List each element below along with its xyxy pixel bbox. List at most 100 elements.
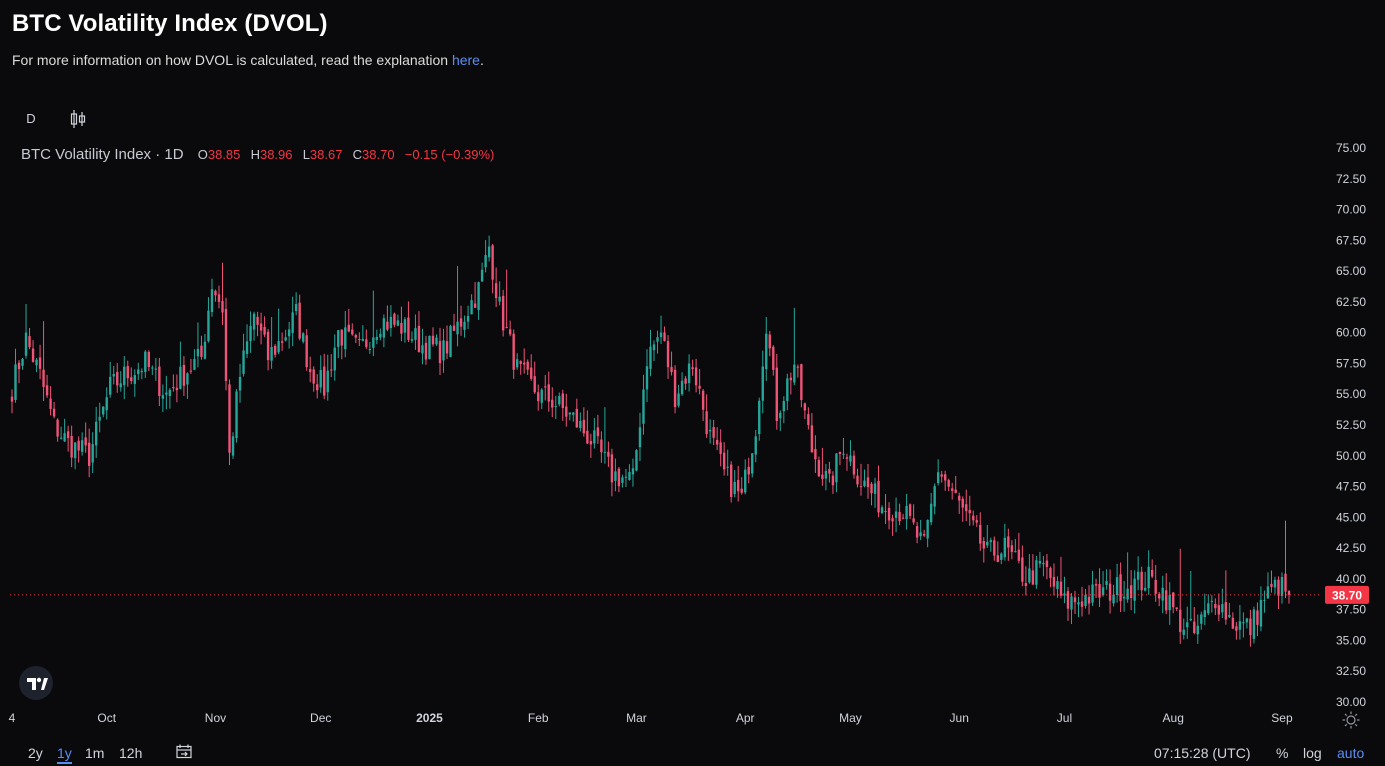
candle-body bbox=[687, 363, 691, 384]
candle-body bbox=[1021, 557, 1024, 582]
candle-body bbox=[908, 504, 912, 516]
candle-body bbox=[42, 369, 45, 387]
candle-body bbox=[652, 344, 656, 351]
explanation-link[interactable]: here bbox=[451, 52, 480, 68]
candle-body bbox=[473, 303, 477, 308]
candle-body bbox=[73, 442, 77, 459]
candle-body bbox=[249, 325, 252, 342]
candle-body bbox=[340, 329, 343, 346]
candle-body bbox=[28, 336, 31, 348]
range-1m-button[interactable]: 1m bbox=[85, 745, 105, 761]
candle-body bbox=[1066, 591, 1070, 609]
candle-body bbox=[112, 373, 115, 377]
candle-body bbox=[116, 372, 119, 386]
candle-body bbox=[1084, 594, 1087, 607]
candle-body bbox=[537, 392, 540, 402]
candle-body bbox=[993, 540, 996, 556]
y-tick-label: 75.00 bbox=[1336, 141, 1366, 155]
candle-body bbox=[1165, 590, 1168, 611]
legend-high: 38.96 bbox=[259, 147, 293, 162]
candle-body bbox=[445, 341, 449, 354]
candle-body bbox=[722, 452, 726, 470]
candle-body bbox=[793, 364, 796, 383]
candle-body bbox=[642, 389, 645, 424]
candle-body bbox=[80, 440, 84, 452]
candle-body bbox=[726, 466, 729, 468]
candle-body bbox=[273, 345, 277, 355]
clock-time[interactable]: 07:15:28 (UTC) bbox=[1154, 745, 1251, 761]
candle-body bbox=[575, 408, 579, 428]
candle-body bbox=[298, 302, 301, 339]
range-2y-button[interactable]: 2y bbox=[28, 745, 43, 761]
candle-body bbox=[968, 510, 971, 514]
candle-body bbox=[1045, 560, 1049, 568]
last-price-label: 38.70 bbox=[1332, 588, 1362, 602]
candle-body bbox=[863, 480, 866, 487]
candle-body bbox=[1077, 602, 1080, 605]
candle-body bbox=[891, 518, 894, 522]
x-tick-label: 4 bbox=[9, 711, 16, 725]
candle-body bbox=[800, 364, 803, 401]
y-tick-label: 67.50 bbox=[1336, 233, 1366, 247]
candle-body bbox=[1203, 610, 1207, 618]
candle-body bbox=[456, 321, 459, 335]
candle-body bbox=[140, 371, 144, 373]
candle-body bbox=[484, 255, 487, 268]
candle-body bbox=[17, 362, 21, 370]
candle-body bbox=[428, 335, 431, 360]
candle-body bbox=[866, 477, 870, 488]
candle-body bbox=[351, 329, 354, 335]
tradingview-logo-icon[interactable] bbox=[19, 666, 53, 700]
price-chart[interactable]: 75.00 72.50 70.00 67.50 65.00 62.50 60.00 57.50… bbox=[0, 0, 1385, 740]
candle-body bbox=[603, 451, 607, 453]
candle-body bbox=[768, 334, 771, 349]
candle-body bbox=[1052, 576, 1056, 587]
candle-body bbox=[284, 337, 287, 341]
legend-h-label: H bbox=[250, 147, 260, 162]
candle-body bbox=[519, 361, 522, 364]
interval-button[interactable]: D bbox=[26, 111, 36, 126]
candle-body bbox=[540, 389, 543, 403]
candle-body bbox=[775, 367, 778, 422]
candle-body bbox=[1049, 568, 1052, 578]
candle-body bbox=[940, 474, 943, 477]
theme-toggle-icon[interactable] bbox=[1342, 711, 1360, 729]
candle-body bbox=[1259, 599, 1263, 627]
candle-body bbox=[1284, 573, 1287, 592]
log-scale-button[interactable]: log bbox=[1303, 745, 1322, 761]
candle-body bbox=[1129, 585, 1133, 599]
candle-body bbox=[915, 525, 919, 538]
candle-body bbox=[712, 427, 715, 438]
auto-scale-button[interactable]: auto bbox=[1337, 745, 1365, 761]
candle-body bbox=[631, 468, 635, 475]
y-tick-label: 62.50 bbox=[1336, 295, 1366, 309]
y-tick-label: 65.00 bbox=[1336, 264, 1366, 278]
candle-body bbox=[94, 421, 98, 446]
candle-body bbox=[70, 435, 73, 458]
legend-change: −0.15 (−0.39%) bbox=[404, 147, 495, 162]
candle-body bbox=[1154, 579, 1157, 594]
candle-body bbox=[1091, 584, 1094, 603]
candle-body bbox=[217, 294, 221, 302]
range-12h-button[interactable]: 12h bbox=[119, 745, 143, 761]
range-1y-button[interactable]: 1y bbox=[57, 745, 72, 764]
candle-body bbox=[470, 300, 473, 315]
goto-date-icon[interactable] bbox=[175, 744, 193, 760]
candle-body bbox=[786, 378, 789, 401]
candle-body bbox=[1024, 583, 1028, 586]
legend-symbol[interactable]: BTC Volatility Index · 1D bbox=[21, 146, 184, 163]
candlestick-icon[interactable] bbox=[68, 108, 88, 130]
candle-body bbox=[270, 347, 273, 361]
candle-body bbox=[1098, 584, 1101, 598]
candle-body bbox=[1147, 566, 1150, 589]
candle-body bbox=[835, 453, 838, 483]
candle-body bbox=[1028, 568, 1031, 583]
candle-body bbox=[929, 503, 933, 523]
y-tick-label: 55.00 bbox=[1336, 387, 1366, 401]
candle-body bbox=[333, 347, 336, 371]
y-tick-label: 35.00 bbox=[1336, 633, 1366, 647]
candle-body bbox=[386, 321, 389, 330]
candle-body bbox=[294, 303, 298, 312]
candle-body bbox=[1017, 549, 1021, 561]
percent-scale-button[interactable]: % bbox=[1276, 745, 1289, 761]
